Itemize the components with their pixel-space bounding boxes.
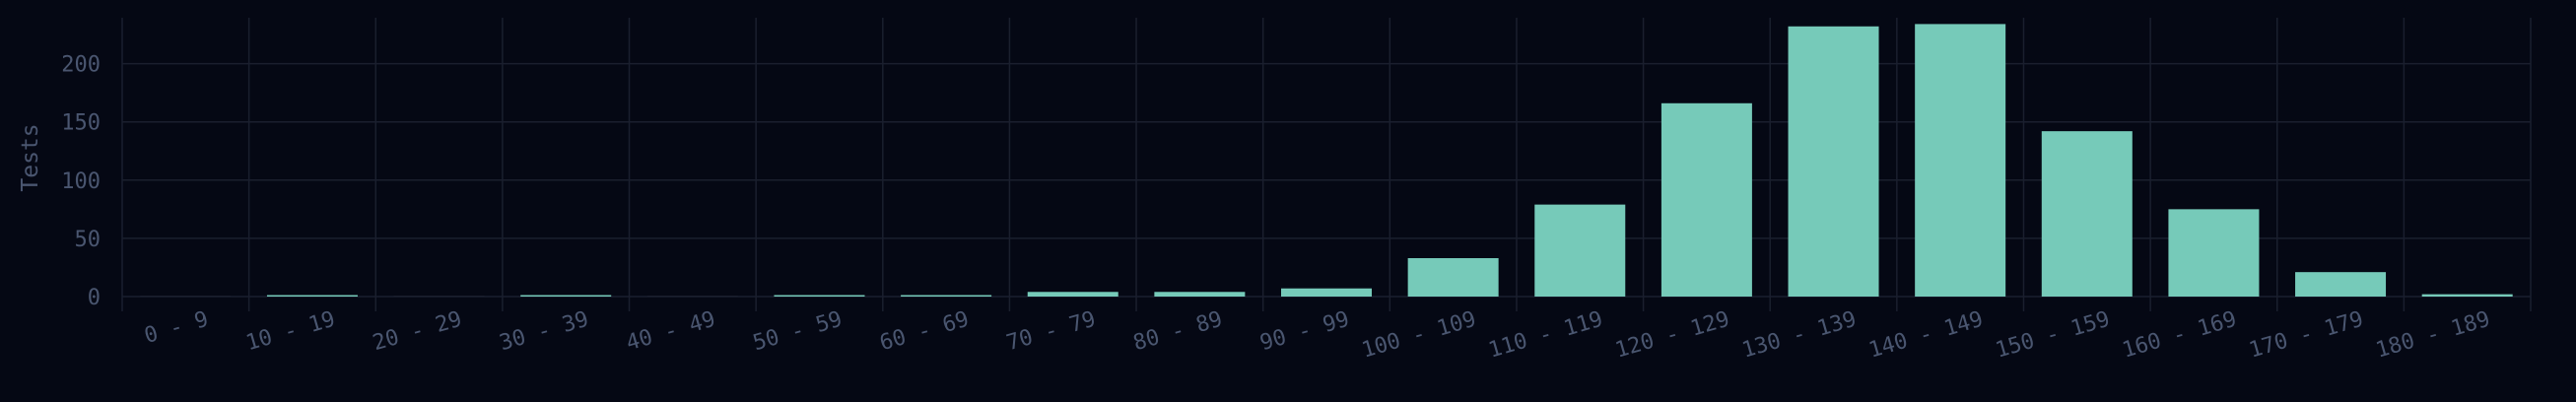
y-axis-title: Tests	[18, 123, 43, 191]
bar	[901, 295, 992, 297]
bars	[140, 24, 2513, 298]
bar	[774, 295, 865, 297]
bar	[1407, 257, 1499, 297]
bar	[2168, 209, 2260, 297]
y-tick-labels: 0 50 100 150 200	[61, 53, 101, 310]
bar	[1534, 204, 1626, 297]
bar	[1027, 292, 1119, 297]
bar	[2041, 131, 2133, 297]
bar	[1915, 24, 2006, 298]
bar	[646, 296, 738, 297]
bar	[1788, 26, 1879, 297]
bar	[393, 296, 485, 297]
bar	[2421, 294, 2513, 297]
y-tick-label: 200	[61, 53, 101, 78]
y-tick-label: 0	[88, 286, 101, 310]
y-tick-label: 150	[61, 111, 101, 136]
bar	[140, 296, 232, 297]
bar	[266, 295, 358, 297]
bar	[2295, 272, 2387, 297]
y-tick-label: 100	[61, 169, 101, 194]
bar	[1661, 102, 1752, 298]
bar	[1154, 292, 1246, 297]
bar	[1281, 288, 1372, 297]
bar	[520, 295, 612, 297]
y-tick-label: 50	[75, 228, 102, 252]
